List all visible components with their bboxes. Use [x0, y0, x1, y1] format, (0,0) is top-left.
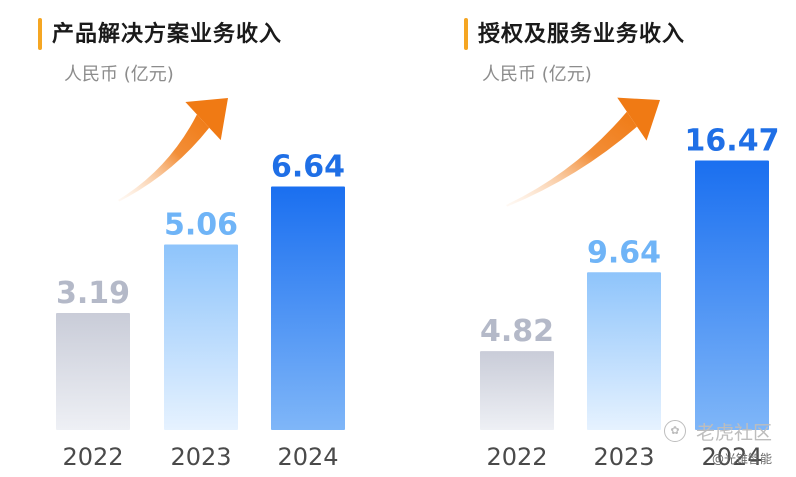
- trend-arrow-body: [506, 111, 637, 207]
- bar-2023: [587, 272, 661, 430]
- x-tick-label-2023: 2023: [170, 443, 231, 471]
- chart-title: 产品解决方案业务收入: [52, 22, 283, 47]
- trend-arrow-body: [118, 114, 210, 202]
- value-label-2023: 5.06: [164, 207, 238, 242]
- bar-2022: [56, 313, 130, 430]
- value-label-2024: 6.64: [271, 150, 345, 185]
- value-label-2022: 3.19: [56, 276, 130, 311]
- value-label-2023: 9.64: [587, 235, 661, 270]
- bar-2022: [480, 351, 554, 430]
- value-label-2024: 16.47: [685, 123, 780, 158]
- bar-2024: [695, 160, 769, 430]
- chart-unit-label: 人民币 (亿元): [64, 64, 174, 85]
- value-label-2022: 4.82: [480, 314, 554, 349]
- trend-arrow-head: [617, 97, 660, 141]
- title-accent-bar: [464, 18, 468, 50]
- chart-panel-licensing-services: 授权及服务业务收入 人民币 (亿元) 4.82 2022 9.64 2023 16.47…: [398, 0, 796, 477]
- tiger-logo-icon: ✿: [664, 420, 686, 442]
- bar-chart-svg: 4.82 2022 9.64 2023 16.47 2024: [480, 97, 780, 471]
- x-tick-label-2024: 2024: [277, 443, 338, 471]
- chart-panel-product-solutions: 产品解决方案业务收入 人民币 (亿元) 3.19 2022 5.06 2023 6.64…: [38, 18, 345, 471]
- chart-title: 授权及服务业务收入: [478, 22, 686, 47]
- x-tick-label-2023: 2023: [593, 443, 654, 471]
- trend-arrow-head: [185, 98, 228, 141]
- x-tick-label-2022: 2022: [486, 443, 547, 471]
- x-tick-label-2022: 2022: [62, 443, 123, 471]
- title-accent-bar: [38, 18, 42, 50]
- watermark-brand: 老虎社区: [696, 422, 773, 444]
- bar-2024: [271, 186, 345, 430]
- bar-chart-svg: 3.19 2022 5.06 2023 6.64 2024: [56, 98, 345, 471]
- chart-unit-label: 人民币 (亿元): [482, 64, 592, 85]
- x-tick-label-2024: 2024: [701, 443, 762, 471]
- watermark-author: @光锥智能: [712, 452, 773, 466]
- bar-2023: [164, 244, 238, 430]
